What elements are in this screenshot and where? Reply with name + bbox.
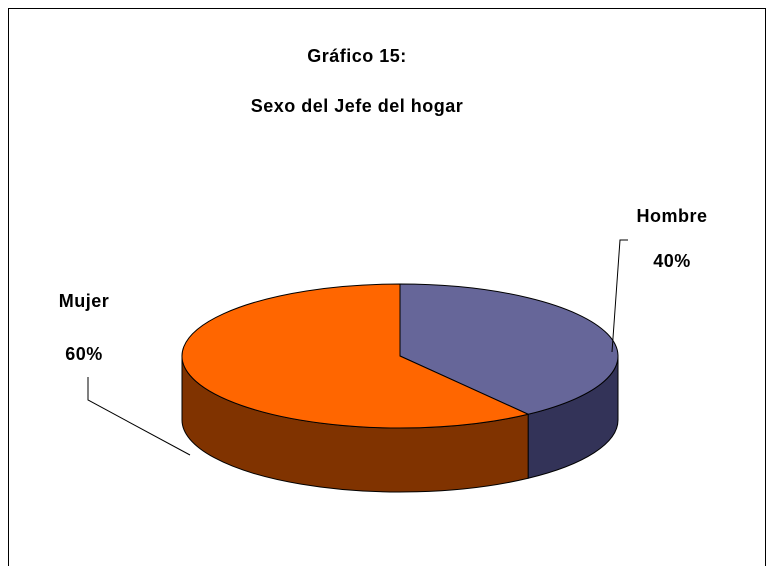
chart-subtitle: Sexo del Jefe del hogar [251, 96, 464, 116]
slice-value-label: 60% [65, 344, 103, 364]
leader-line [611, 239, 628, 353]
chart-title: Gráfico 15: [307, 46, 407, 66]
slice-label: Hombre [636, 206, 707, 226]
slice [181, 283, 530, 429]
slice-label: Mujer [59, 291, 110, 311]
pie [181, 283, 619, 493]
slice [399, 283, 619, 415]
leader-line [87, 377, 191, 456]
slice-value-label: 40% [653, 251, 691, 271]
